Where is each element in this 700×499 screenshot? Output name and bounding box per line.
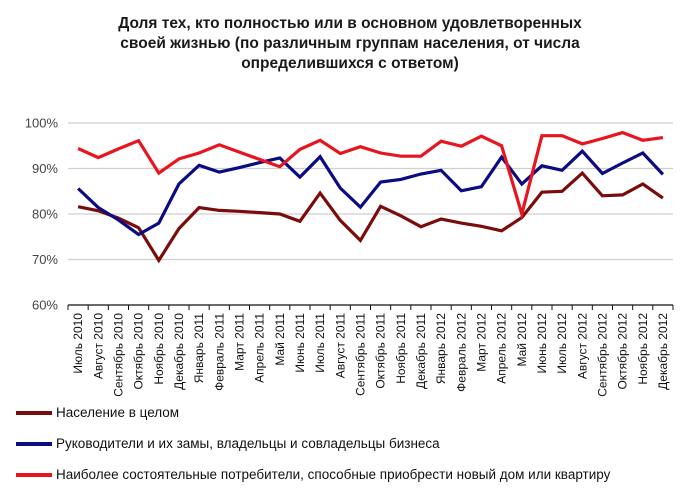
chart-title-line: своей жизнью (по различным группам насел… (120, 35, 580, 52)
x-tick-label: Июль 2011 (313, 313, 327, 373)
legend-label: Наиболее состоятельные потребители, спос… (56, 467, 611, 482)
x-tick-label: Октябрь 2011 (374, 313, 388, 389)
x-tick-label: Апрель 2011 (253, 313, 267, 383)
legend-label: Руководители и их замы, владельцы и совл… (56, 436, 440, 451)
x-tick-label: Сентябрь 2012 (595, 313, 609, 397)
series-line (77, 148, 665, 237)
x-tick-label: Июнь 2012 (535, 313, 549, 374)
x-tick-label: Декабрь 2010 (172, 313, 186, 390)
x-tick-label: Декабрь 2011 (414, 313, 428, 389)
x-tick-label: Август 2010 (91, 313, 105, 379)
legend-item-business: Руководители и их замы, владельцы и совл… (16, 436, 440, 451)
series-lines (77, 130, 665, 264)
x-tick-label: Март 2012 (474, 313, 488, 372)
legend-item-population: Население в целом (16, 405, 179, 420)
x-tick-label: Январь 2012 (434, 313, 448, 384)
x-tick-label: Апрель 2012 (495, 313, 509, 384)
gridlines (68, 122, 673, 261)
x-tick-label: Февраль 2011 (212, 313, 226, 391)
y-tick-label: 70% (32, 252, 58, 267)
x-tick-label: Сентябрь 2011 (353, 313, 367, 396)
legend-swatch (16, 410, 52, 415)
x-tick-label: Январь 2011 (192, 313, 206, 384)
x-tick-label: Сентябрь 2010 (111, 313, 125, 397)
y-tick-label: 100% (25, 116, 59, 131)
y-tick-label: 90% (32, 161, 58, 176)
x-tick-label: Июль 2010 (71, 313, 85, 374)
x-tick-label: Ноябрь 2012 (636, 313, 650, 385)
x-tick-label: Июнь 2011 (293, 313, 307, 373)
series-line (77, 130, 664, 221)
x-tick-label: Август 2012 (575, 313, 589, 379)
x-tick-label: Май 2012 (515, 313, 529, 367)
x-tick-label: Май 2011 (273, 313, 287, 366)
x-tick-label: Ноябрь 2011 (394, 313, 408, 384)
x-tick-label: Октябрь 2012 (616, 313, 630, 390)
legend-label: Население в целом (56, 405, 180, 420)
x-tick-label: Октябрь 2010 (132, 313, 146, 390)
y-axis: 60% 70% 80% 90% 100% (25, 116, 59, 313)
legend-item-wealthy: Наиболее состоятельные потребители, спос… (16, 467, 610, 482)
x-tick-label: Декабрь 2012 (656, 313, 670, 390)
series-line (77, 170, 664, 264)
x-tick-label: Июль 2012 (555, 313, 569, 374)
y-tick-label: 60% (32, 298, 58, 313)
y-tick-label: 80% (32, 207, 58, 222)
legend-swatch (16, 441, 52, 446)
x-tick-label: Февраль 2012 (454, 313, 468, 392)
chart-title-line: Доля тех, кто полностью или в основном у… (118, 15, 582, 32)
x-tick-label: Ноябрь 2010 (152, 313, 166, 385)
x-tick-label: Март 2011 (232, 313, 246, 371)
chart-title: Доля тех, кто полностью или в основном у… (0, 14, 700, 74)
x-tick-label: Август 2011 (333, 313, 347, 379)
legend-swatch (16, 472, 52, 477)
chart-title-line: определившихся с ответом) (241, 55, 459, 72)
x-axis: Июль 2010 Август 2010 Сентябрь 2010 Октябрь… (67, 304, 674, 397)
